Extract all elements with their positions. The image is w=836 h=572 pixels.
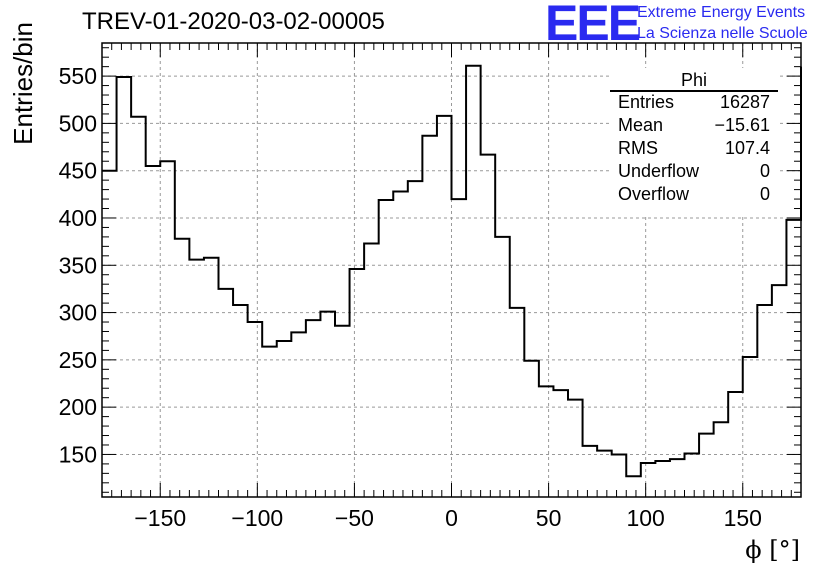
- histogram-bin: [699, 434, 714, 497]
- stats-row-rms: RMS 107.4: [618, 138, 770, 160]
- axes: [101, 42, 802, 498]
- stats-key: RMS: [618, 138, 658, 158]
- x-tick-label: −50: [335, 505, 374, 531]
- stats-value: −15.61: [714, 115, 770, 135]
- histogram-bin: [728, 392, 743, 497]
- histogram-series: [102, 64, 802, 497]
- histogram-bin: [583, 446, 598, 497]
- y-tick-label: 500: [59, 110, 97, 136]
- stats-value: 0: [759, 184, 770, 204]
- x-tick-label: 50: [536, 505, 562, 531]
- stats-key: Underflow: [618, 161, 700, 181]
- stats-divider: [610, 90, 778, 92]
- histogram-bin: [393, 191, 408, 497]
- stats-row-underflow: Underflow 0: [618, 161, 770, 183]
- y-tick-label: 400: [59, 205, 97, 231]
- stats-value: 107.4: [724, 138, 770, 158]
- histogram-bin: [524, 361, 539, 497]
- histogram-bin: [655, 461, 670, 497]
- histogram-bin: [131, 117, 146, 497]
- histogram-bin: [102, 171, 117, 497]
- histogram-bin: [743, 357, 758, 497]
- histogram-bin: [553, 390, 568, 497]
- y-tick-label: 550: [59, 63, 97, 89]
- histogram-bin: [189, 260, 204, 497]
- histogram-bin: [539, 386, 554, 497]
- histogram-bin: [364, 244, 379, 497]
- stats-value: 16287: [719, 92, 770, 112]
- x-tick-label: 0: [445, 505, 458, 531]
- histogram-bin: [262, 347, 277, 497]
- histogram-bin: [248, 322, 263, 497]
- histogram-bin: [786, 220, 801, 497]
- histogram-bin: [350, 269, 365, 497]
- histogram-bin: [160, 161, 175, 497]
- histogram-bin: [117, 77, 132, 497]
- histogram-bin: [670, 459, 685, 497]
- histogram-bin: [335, 326, 350, 497]
- histogram-bin: [408, 181, 423, 497]
- histogram-bin: [219, 289, 234, 497]
- y-tick-label: 150: [59, 441, 97, 467]
- histogram-bin: [306, 320, 321, 497]
- histogram-bin: [233, 305, 248, 497]
- histogram-line: [102, 64, 802, 478]
- histogram-bin: [175, 239, 190, 497]
- logo-line-2: La Scienza nelle Scuole: [637, 25, 808, 42]
- stats-key: Entries: [618, 92, 675, 112]
- histogram-bin: [291, 332, 306, 497]
- x-tick-label: 100: [626, 505, 664, 531]
- x-tick-labels: −150 −100 −50 0 50 100 150: [134, 505, 762, 531]
- histogram-bin: [772, 285, 787, 497]
- stats-row-overflow: Overflow 0: [618, 184, 770, 206]
- y-tick-label: 200: [59, 394, 97, 420]
- y-tick-label: 350: [59, 252, 97, 278]
- stats-key: Mean: [618, 115, 664, 135]
- logo-line-1: Extreme Energy Events: [637, 4, 806, 21]
- histogram-bin: [597, 451, 612, 497]
- stats-row-entries: Entries 16287: [618, 92, 770, 114]
- histogram-bin: [757, 305, 772, 497]
- histogram-bin: [481, 155, 496, 497]
- stats-key: Overflow: [618, 184, 690, 204]
- histogram-bin: [510, 308, 525, 497]
- histogram-bin: [320, 312, 335, 497]
- y-tick-label: 300: [59, 300, 97, 326]
- histogram-bin: [495, 237, 510, 497]
- histogram-bin: [422, 136, 437, 497]
- eee-logo-icon: EEE: [545, 0, 641, 51]
- chart-title: TREV-01-2020-03-02-00005: [82, 8, 385, 35]
- stats-row-mean: Mean −15.61: [618, 115, 770, 137]
- histogram-bin: [568, 400, 583, 497]
- y-axis-title: Entries/bin: [8, 22, 38, 145]
- y-tick-label: 250: [59, 347, 97, 373]
- stats-title: Phi: [680, 70, 707, 90]
- histogram-bin: [626, 476, 641, 497]
- histogram-bin: [379, 200, 394, 497]
- histogram-bin: [204, 258, 219, 497]
- histogram-bin: [437, 116, 452, 497]
- histogram-bin: [452, 199, 467, 497]
- histogram-bin: [685, 453, 700, 497]
- y-tick-label: 450: [59, 158, 97, 184]
- x-tick-label: 150: [724, 505, 762, 531]
- histogram-bin: [714, 422, 729, 497]
- stats-box: Phi Entries 16287 Mean −15.61 RMS 107.4 …: [610, 68, 778, 214]
- x-tick-label: −100: [231, 505, 283, 531]
- y-tick-labels: 150 200 250 300 350 400 450 500 550: [59, 63, 97, 467]
- stats-value: 0: [759, 161, 770, 181]
- x-tick-label: −150: [134, 505, 186, 531]
- histogram-bin: [277, 341, 292, 497]
- histogram-bin: [146, 166, 161, 497]
- x-axis-title: ϕ [°]: [745, 536, 800, 564]
- histogram-bin: [641, 463, 656, 497]
- histogram-bin: [612, 454, 627, 497]
- histogram-bin: [466, 66, 481, 497]
